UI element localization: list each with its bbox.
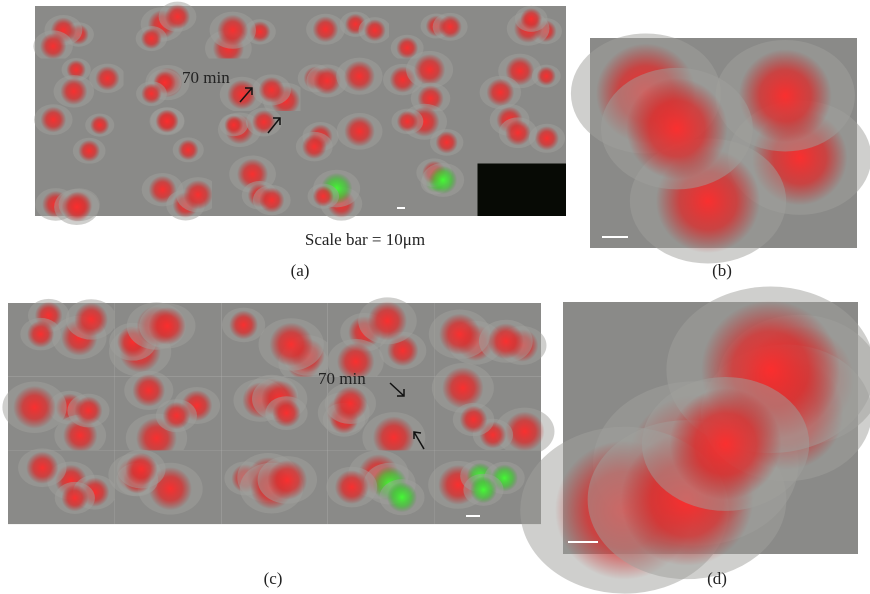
cell-signal	[439, 314, 480, 355]
cell-signal	[460, 406, 488, 434]
cell-signal	[368, 301, 407, 340]
cell-signal	[333, 386, 367, 420]
cell-signal	[344, 61, 375, 92]
cell-signal	[488, 323, 524, 359]
cell-signal	[313, 16, 339, 42]
cell-signal	[78, 140, 100, 162]
cell-signal	[229, 310, 258, 339]
panel-c-montage	[2, 297, 554, 524]
cell-signal	[259, 77, 285, 103]
cell-signal	[125, 453, 157, 485]
cell-signal	[626, 78, 727, 179]
panel-d-image	[520, 286, 870, 593]
cell-signal	[520, 8, 542, 30]
cell-signal	[259, 188, 284, 213]
cell-signal	[486, 79, 514, 107]
scale-bar	[602, 236, 628, 238]
cell-signal	[344, 116, 375, 147]
cell-signal	[364, 19, 386, 41]
panel-label: (d)	[707, 569, 727, 588]
cell-signal	[302, 134, 327, 159]
cell-signal	[41, 107, 67, 133]
cell-signal	[141, 28, 162, 49]
cell-signal	[132, 374, 165, 407]
cell-signal	[62, 192, 92, 222]
cell-signal	[537, 66, 556, 85]
cell-signal	[224, 115, 243, 134]
cell-signal	[40, 33, 66, 59]
cell-signal	[165, 4, 190, 29]
cell-signal	[74, 303, 108, 337]
panel-label: (b)	[712, 261, 732, 280]
cell-signal	[313, 67, 341, 95]
cell-signal	[414, 54, 445, 85]
cell-signal	[178, 139, 199, 160]
cell-signal	[387, 482, 417, 512]
scale-bar	[568, 541, 598, 543]
annotation: 70 min	[182, 68, 230, 87]
panel-b-image	[571, 33, 870, 263]
cell-signal	[670, 388, 782, 500]
cell-signal	[217, 15, 248, 46]
cell-signal	[27, 321, 54, 348]
figure: 70 min Scale bar = 10μm (a) (b) 70 min (…	[0, 0, 870, 594]
cell-signal	[60, 78, 87, 105]
scale-bar	[397, 207, 405, 209]
cell-signal	[141, 83, 162, 104]
cell-signal	[90, 115, 109, 134]
cell-signal	[61, 485, 88, 512]
panel-label: (c)	[264, 569, 283, 588]
cell-signal	[268, 460, 308, 500]
cell-signal	[269, 323, 313, 367]
cell-signal	[155, 110, 178, 133]
panel-a-montage	[33, 2, 566, 225]
cell-signal	[13, 386, 56, 429]
cell-signal	[397, 111, 418, 132]
cell-signal	[429, 166, 457, 194]
scale-bar	[466, 515, 480, 517]
cell-signal	[183, 180, 212, 209]
cell-signal	[438, 15, 461, 38]
cell-signal	[470, 476, 497, 503]
cell-signal	[535, 126, 559, 150]
cell-signal	[163, 402, 190, 429]
cell-signal	[148, 307, 186, 345]
image-tile	[478, 164, 567, 217]
cell-signal	[442, 367, 483, 408]
cell-signal	[26, 452, 58, 484]
cell-signal	[313, 186, 334, 207]
cell-signal	[95, 66, 119, 90]
cell-signal	[252, 110, 276, 134]
cell-signal	[335, 470, 369, 504]
cell-signal	[272, 399, 300, 427]
cell-signal	[74, 396, 102, 424]
panel-label: (a)	[291, 261, 310, 280]
caption: Scale bar = 10μm	[305, 230, 425, 249]
cell-signal	[505, 120, 531, 146]
annotation: 70 min	[318, 369, 366, 388]
